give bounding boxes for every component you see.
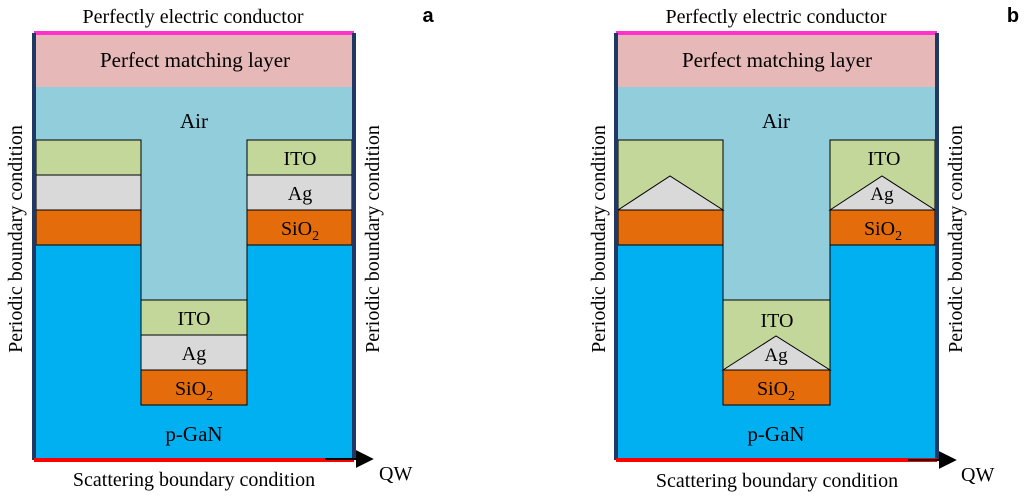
pml-layer [618, 33, 935, 87]
center-sio2-layer [140, 369, 248, 406]
air-label: Air [762, 109, 790, 133]
qw-label: QW [379, 463, 412, 485]
right-ag-label: Ag [288, 183, 312, 205]
center-ag-label: Ag [764, 345, 788, 366]
left-sio2-layer [617, 209, 724, 246]
center-ag-label: Ag [182, 343, 206, 365]
center-ito-label: ITO [178, 308, 211, 330]
substrate-label: p-GaN [165, 422, 222, 446]
pec-label: Perfectly electric conductor [666, 6, 887, 28]
right-sio2-label: SiO2 [281, 218, 319, 244]
trench-outline [140, 140, 248, 406]
substrate-label: p-GaN [747, 422, 804, 446]
pec-label: Perfectly electric conductor [83, 6, 304, 28]
right-periodic-label: Periodic boundary condition [362, 125, 384, 353]
center-ag-layer [140, 334, 248, 371]
right-ito-label: ITO [868, 148, 901, 170]
pml-label: Perfect matching layer [682, 48, 872, 72]
right-sio2-layer [246, 209, 353, 246]
left-ag-layer [35, 174, 142, 211]
left-periodic-label: Periodic boundary condition [5, 125, 27, 353]
panel-b: Perfectly electric conductor b Perfect m… [588, 5, 1019, 492]
qw-label: QW [961, 464, 994, 486]
scattering-label: Scattering boundary condition [73, 469, 315, 491]
right-ag-label: Ag [870, 184, 894, 205]
panel-letter: a [422, 5, 434, 27]
panel-a: Perfectly electric conductor a Perfect m… [5, 5, 434, 491]
scattering-label: Scattering boundary condition [656, 470, 898, 492]
left-sio2-layer [35, 209, 142, 246]
pml-label: Perfect matching layer [100, 48, 290, 72]
panel-letter: b [1007, 5, 1019, 27]
right-ito-label: ITO [284, 148, 317, 170]
trench-outline [722, 140, 831, 406]
left-periodic-label: Periodic boundary condition [588, 125, 610, 353]
right-periodic-label: Periodic boundary condition [945, 125, 967, 353]
center-sio2-label: SiO2 [175, 378, 213, 404]
center-sio2-label: SiO2 [757, 378, 795, 404]
center-ito-layer [140, 299, 248, 336]
pml-layer [36, 33, 352, 87]
center-ito-label: ITO [761, 310, 794, 332]
trench-air [723, 240, 830, 300]
left-ito-layer [35, 139, 142, 176]
trench-air [141, 240, 247, 300]
air-label: Air [180, 109, 208, 133]
right-sio2-label: SiO2 [864, 218, 902, 244]
